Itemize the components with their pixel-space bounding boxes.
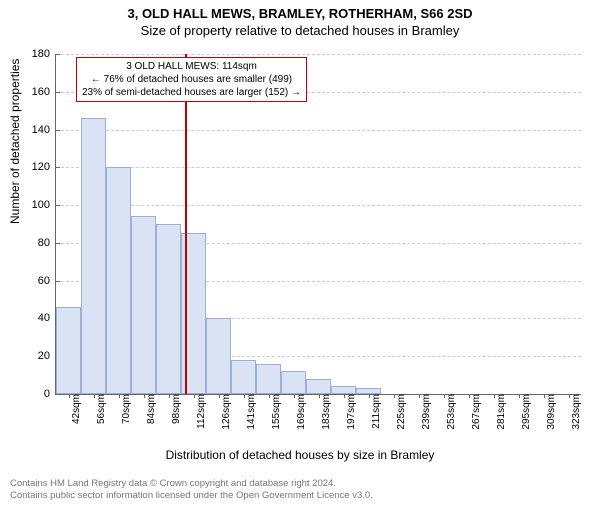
y-axis-label: Number of detached properties (8, 59, 22, 224)
histogram-bar (131, 216, 156, 394)
x-axis-label: Distribution of detached houses by size … (0, 448, 600, 462)
x-tick: 141sqm (240, 394, 257, 430)
y-gridline (56, 54, 581, 56)
y-tick: 160 (32, 86, 56, 98)
x-tick: 225sqm (390, 394, 407, 430)
histogram-bar (256, 364, 281, 394)
x-tick: 197sqm (340, 394, 357, 430)
y-tick: 40 (38, 312, 56, 324)
x-tick: 253sqm (440, 394, 457, 430)
y-tick: 0 (44, 388, 56, 400)
footer: Contains HM Land Registry data © Crown c… (10, 478, 373, 502)
histogram-bar (306, 379, 331, 394)
x-tick: 267sqm (465, 394, 482, 430)
x-tick: 84sqm (140, 394, 157, 424)
reference-line (185, 54, 187, 394)
x-tick: 295sqm (515, 394, 532, 430)
x-tick: 56sqm (90, 394, 107, 424)
histogram-bar (206, 318, 231, 394)
x-tick: 42sqm (65, 394, 82, 424)
x-tick: 98sqm (165, 394, 182, 424)
x-tick: 309sqm (540, 394, 557, 430)
annotation-line3: 23% of semi-detached houses are larger (… (82, 86, 301, 99)
footer-line1: Contains HM Land Registry data © Crown c… (10, 478, 373, 490)
x-tick: 211sqm (365, 394, 382, 429)
title-sub: Size of property relative to detached ho… (0, 23, 600, 38)
y-tick: 60 (38, 275, 56, 287)
histogram-bar (331, 386, 356, 394)
x-tick: 112sqm (190, 394, 207, 429)
histogram-bar (281, 371, 306, 394)
annotation-line1: 3 OLD HALL MEWS: 114sqm (82, 60, 301, 73)
chart-area: 02040608010012014016018042sqm56sqm70sqm8… (55, 54, 581, 395)
y-tick: 120 (32, 161, 56, 173)
y-gridline (56, 205, 581, 207)
x-tick: 126sqm (215, 394, 232, 430)
y-tick: 140 (32, 124, 56, 136)
histogram-bar (231, 360, 256, 394)
chart-container: 3, OLD HALL MEWS, BRAMLEY, ROTHERHAM, S6… (0, 6, 600, 506)
y-gridline (56, 167, 581, 169)
x-tick: 183sqm (315, 394, 332, 430)
x-tick: 323sqm (565, 394, 582, 430)
y-tick: 180 (32, 48, 56, 60)
histogram-bar (156, 224, 181, 394)
annotation-box: 3 OLD HALL MEWS: 114sqm ← 76% of detache… (76, 57, 307, 102)
x-tick: 239sqm (415, 394, 432, 430)
x-tick: 155sqm (265, 394, 282, 430)
histogram-bar (56, 307, 81, 394)
footer-line2: Contains public sector information licen… (10, 490, 373, 502)
x-tick: 169sqm (290, 394, 307, 430)
x-tick: 281sqm (490, 394, 507, 430)
title-main: 3, OLD HALL MEWS, BRAMLEY, ROTHERHAM, S6… (0, 6, 600, 21)
annotation-line2: ← 76% of detached houses are smaller (49… (82, 73, 301, 86)
y-tick: 80 (38, 237, 56, 249)
histogram-bar (106, 167, 131, 394)
histogram-bar (81, 118, 106, 394)
x-tick: 70sqm (115, 394, 132, 424)
y-gridline (56, 130, 581, 132)
y-tick: 100 (32, 199, 56, 211)
y-tick: 20 (38, 350, 56, 362)
